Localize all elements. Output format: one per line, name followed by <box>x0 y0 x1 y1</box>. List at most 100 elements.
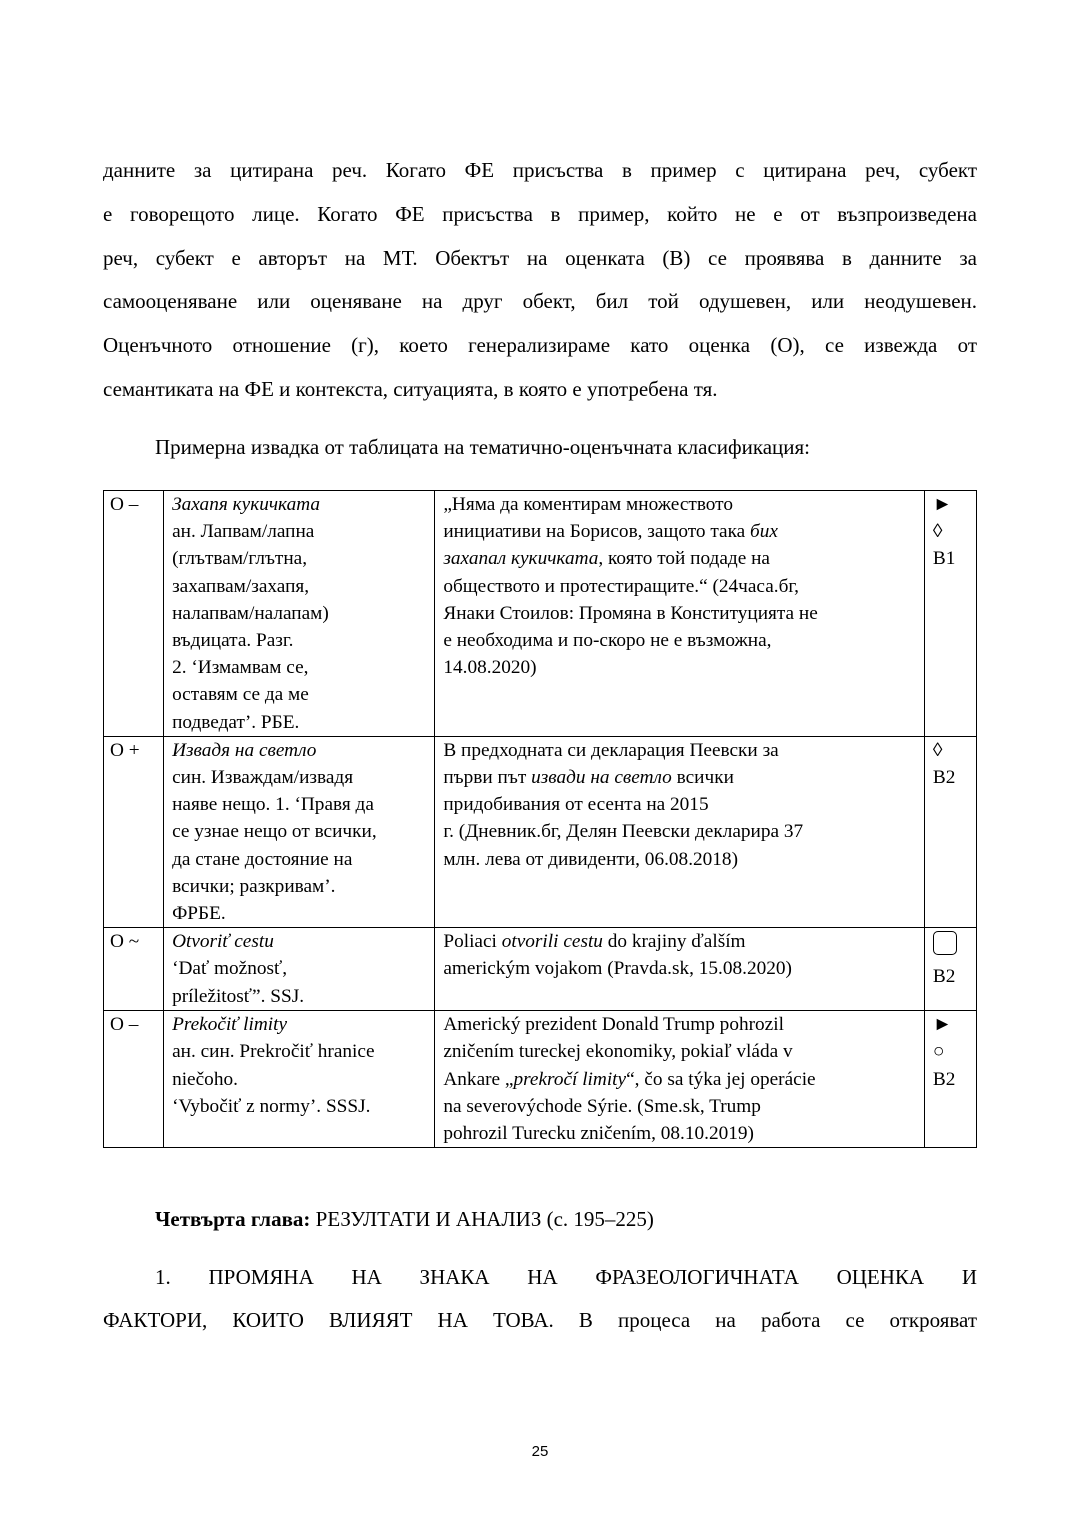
cell-line: инициативи на Борисов, защото така бих <box>443 518 924 545</box>
marker-cell: ◊ В2 <box>923 735 978 929</box>
chapter-label: Четвърта глава: <box>155 1207 311 1231</box>
cell-line: Захапя кукичката <box>172 491 434 518</box>
cell-line: (глътвам/глътна, <box>172 545 434 572</box>
text: Poliaci <box>443 931 502 953</box>
cell-line: обществото и протестиращите.“ (24часа.бг… <box>443 573 924 600</box>
table-row: О – Prekočiť limity ан. син. Prekročiť hra… <box>102 1010 978 1149</box>
text: В предходната си декларация Пеевски за <box>443 739 779 761</box>
text: americkým vojakom (Pravda.sk, 15.08.2020… <box>443 958 792 980</box>
phraseme-cell: Prekočiť limity ан. син. Prekročiť hranic… <box>163 1010 436 1149</box>
cell-line: В предходната си декларация Пеевски за <box>443 737 924 764</box>
text: ○ <box>932 1041 945 1063</box>
cell-line: въдицата. Разг. <box>172 627 434 654</box>
text: О – <box>110 494 139 515</box>
text: 2. ‘Измамвам се, <box>172 657 309 679</box>
cell-line <box>932 928 976 963</box>
cell-line: В2 <box>933 963 976 990</box>
text: е необходима и по-скоро не е възможна, <box>443 630 772 652</box>
text: zničením tureckej ekonomiky, pokiaľ vlád… <box>443 1041 793 1063</box>
phraseme-cell: Захапя кукичката ан. Лапвам/лапна (глътвам… <box>163 490 436 737</box>
text: ‘Dať možnosť, <box>172 958 288 980</box>
cell-line: ► <box>933 491 976 518</box>
example-cell: Poliaci otvorili cestu do krajiny ďalším… <box>434 927 925 1012</box>
classification-table: О – Захапя кукичката ан. Лапвам/лапна (глът… <box>102 490 978 1149</box>
cell-line: О – <box>110 491 163 518</box>
phraseme-cell: Otvoriť cestu ‘Dať možnosť, príležitosť”. … <box>163 927 436 1012</box>
text: подведат’. РБЕ. <box>172 711 300 733</box>
text: всички; разкривам’. <box>172 875 336 897</box>
text: do krajiny ďalším <box>602 931 746 953</box>
rating-cell: О ~ <box>102 927 165 1012</box>
cell-line: Americký prezident Donald Trump pohrozil <box>443 1011 924 1038</box>
text: всички <box>671 767 734 789</box>
text: niečoho. <box>172 1068 238 1090</box>
cell-line: ◊ <box>933 518 976 545</box>
body-line: реч, субект е авторът на МТ. Обектът на … <box>103 246 977 270</box>
text: инициативи на Борисов, защото така <box>443 521 751 543</box>
cell-line: 14.08.2020) <box>443 654 924 681</box>
text: налапвам/налапам) <box>172 602 329 624</box>
body-line: самооценяване или оценяване на друг обек… <box>103 289 977 313</box>
cell-line: Poliaci otvorili cestu do krajiny ďalším <box>443 928 924 955</box>
cell-line: се узнае нещо от всички, <box>172 818 434 845</box>
rounded-square-icon <box>932 931 957 956</box>
italic-text: prekročí limity <box>513 1068 627 1090</box>
cell-line: americkým vojakom (Pravda.sk, 15.08.2020… <box>443 955 924 982</box>
text: Americký prezident Donald Trump pohrozil <box>443 1014 784 1036</box>
marker-cell: В2 <box>923 927 978 1012</box>
cell-line: син. Изваждам/извадя <box>172 764 434 791</box>
example-cell: В предходната си декларация Пеевски за пъ… <box>434 735 925 929</box>
cell-line: захапвам/захапя, <box>172 573 434 600</box>
cell-line: ○ <box>933 1038 976 1065</box>
cell-line: да стане достояние на <box>172 846 434 873</box>
table-row: О – Захапя кукичката ан. Лапвам/лапна (глът… <box>102 490 978 737</box>
cell-line: pohrozil Turecku zničením, 08.10.2019) <box>443 1120 924 1147</box>
example-cell: „Няма да коментирам множеството инициатив… <box>434 490 925 737</box>
cell-line: Prekočiť limity <box>172 1011 434 1038</box>
text: ◊ <box>932 521 943 543</box>
text: О ~ <box>110 931 140 953</box>
text: г. (Дневник.бг, Делян Пеевски декларира … <box>443 821 804 843</box>
table-intro: Примерна извадка от таблицата на тематич… <box>155 435 811 459</box>
cell-line: О – <box>110 1011 163 1038</box>
italic-text: Извадя на светло <box>172 739 317 761</box>
text: О – <box>110 1014 139 1036</box>
cell-line: захапал кукичката, която той подаде на <box>443 545 924 572</box>
text: ► <box>932 494 952 515</box>
cell-line: niečoho. <box>172 1066 434 1093</box>
cell-line: ФРБЕ. <box>172 900 434 927</box>
marker-cell: ► ○ В2 <box>923 1010 978 1149</box>
text: обществото и протестиращите.“ (24часа.бг… <box>443 575 799 597</box>
cell-line: príležitosť”. SSJ. <box>172 983 434 1010</box>
italic-text: Prekočiť limity <box>172 1014 288 1036</box>
section-line: 1. ПРОМЯНА НА ЗНАКА НА ФРАЗЕОЛОГИЧНАТА О… <box>155 1265 977 1289</box>
cell-line: В1 <box>933 545 976 572</box>
cell-line: zničením tureckej ekonomiky, pokiaľ vlád… <box>443 1038 924 1065</box>
text: ◊ <box>932 739 943 761</box>
text: 14.08.2020) <box>443 657 537 679</box>
cell-line: наяве нещо. 1. ‘Правя да <box>172 791 434 818</box>
cell-line: придобивания от есента на 2015 <box>443 791 924 818</box>
body-line: семантиката на ФЕ и контекста, ситуацият… <box>103 377 718 401</box>
cell-line: 2. ‘Измамвам се, <box>172 654 434 681</box>
table-row: О + Извадя на светло син. Изваждам/извадя н… <box>102 735 978 929</box>
text: първи път <box>443 767 532 789</box>
cell-line: всички; разкривам’. <box>172 873 434 900</box>
cell-line: ‘Vybočiť z normy’. SSSJ. <box>172 1093 434 1120</box>
text: „Няма да коментирам множеството <box>443 494 733 515</box>
cell-line: г. (Дневник.бг, Делян Пеевски декларира … <box>443 818 924 845</box>
text: pohrozil Turecku zničením, 08.10.2019) <box>443 1123 754 1145</box>
example-cell: Americký prezident Donald Trump pohrozil… <box>434 1010 925 1149</box>
cell-line: ‘Dať možnosť, <box>172 955 434 982</box>
table-row: О ~ Otvoriť cestu ‘Dať možnosť, príležitosť… <box>102 927 978 1012</box>
body-line: е говорещото лице. Когато ФЕ присъства в… <box>103 202 977 226</box>
text: захапвам/захапя, <box>172 575 310 597</box>
cell-line: „Няма да коментирам множеството <box>443 491 924 518</box>
chapter-title: РЕЗУЛТАТИ И АНАЛИЗ (с. 195–225) <box>310 1207 654 1231</box>
italic-text: бих <box>750 521 778 543</box>
text: ‘Vybočiť z normy’. SSSJ. <box>172 1095 371 1117</box>
cell-line: оставям се да ме <box>172 681 434 708</box>
cell-line: ◊ <box>933 737 976 764</box>
text: млн. лева от дивиденти, 06.08.2018) <box>443 848 738 870</box>
